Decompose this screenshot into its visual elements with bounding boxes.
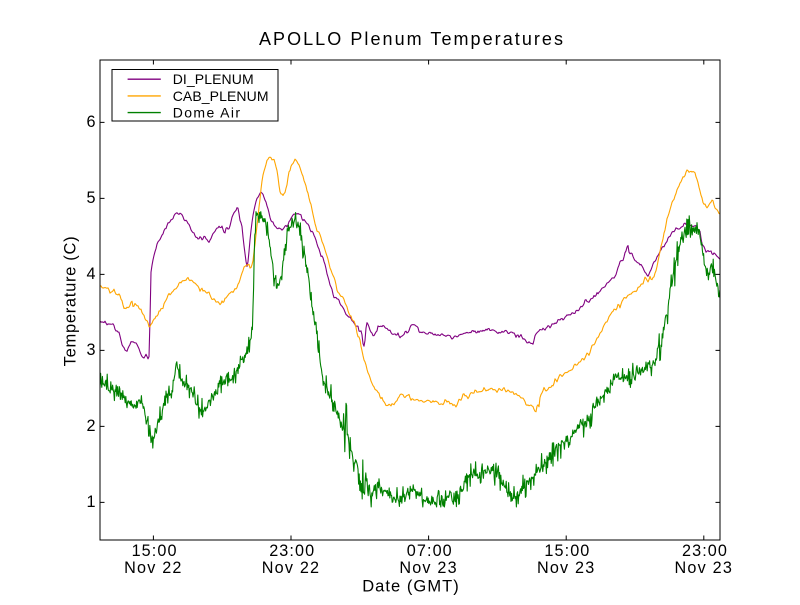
svg-text:23:00: 23:00 xyxy=(682,542,728,560)
svg-text:5: 5 xyxy=(86,189,95,207)
svg-text:Date (GMT): Date (GMT) xyxy=(362,578,460,596)
svg-text:4: 4 xyxy=(86,265,95,283)
svg-text:Nov 23: Nov 23 xyxy=(537,559,596,577)
svg-text:CAB_PLENUM: CAB_PLENUM xyxy=(173,88,269,104)
svg-text:Nov 23: Nov 23 xyxy=(675,559,734,577)
svg-text:1: 1 xyxy=(86,493,95,511)
svg-text:23:00: 23:00 xyxy=(269,542,315,560)
svg-text:APOLLO Plenum Temperatures: APOLLO Plenum Temperatures xyxy=(259,29,565,49)
svg-text:Nov 23: Nov 23 xyxy=(399,559,458,577)
svg-text:Dome Air: Dome Air xyxy=(173,105,242,121)
svg-text:3: 3 xyxy=(86,341,95,359)
svg-text:15:00: 15:00 xyxy=(544,542,590,560)
svg-text:07:00: 07:00 xyxy=(407,542,453,560)
svg-text:Nov 22: Nov 22 xyxy=(124,559,183,577)
svg-text:2: 2 xyxy=(86,417,95,435)
svg-text:DI_PLENUM: DI_PLENUM xyxy=(173,71,254,87)
svg-text:15:00: 15:00 xyxy=(132,542,178,560)
svg-text:Temperature (C): Temperature (C) xyxy=(62,236,80,367)
svg-text:6: 6 xyxy=(86,113,95,131)
svg-text:Nov 22: Nov 22 xyxy=(262,559,321,577)
